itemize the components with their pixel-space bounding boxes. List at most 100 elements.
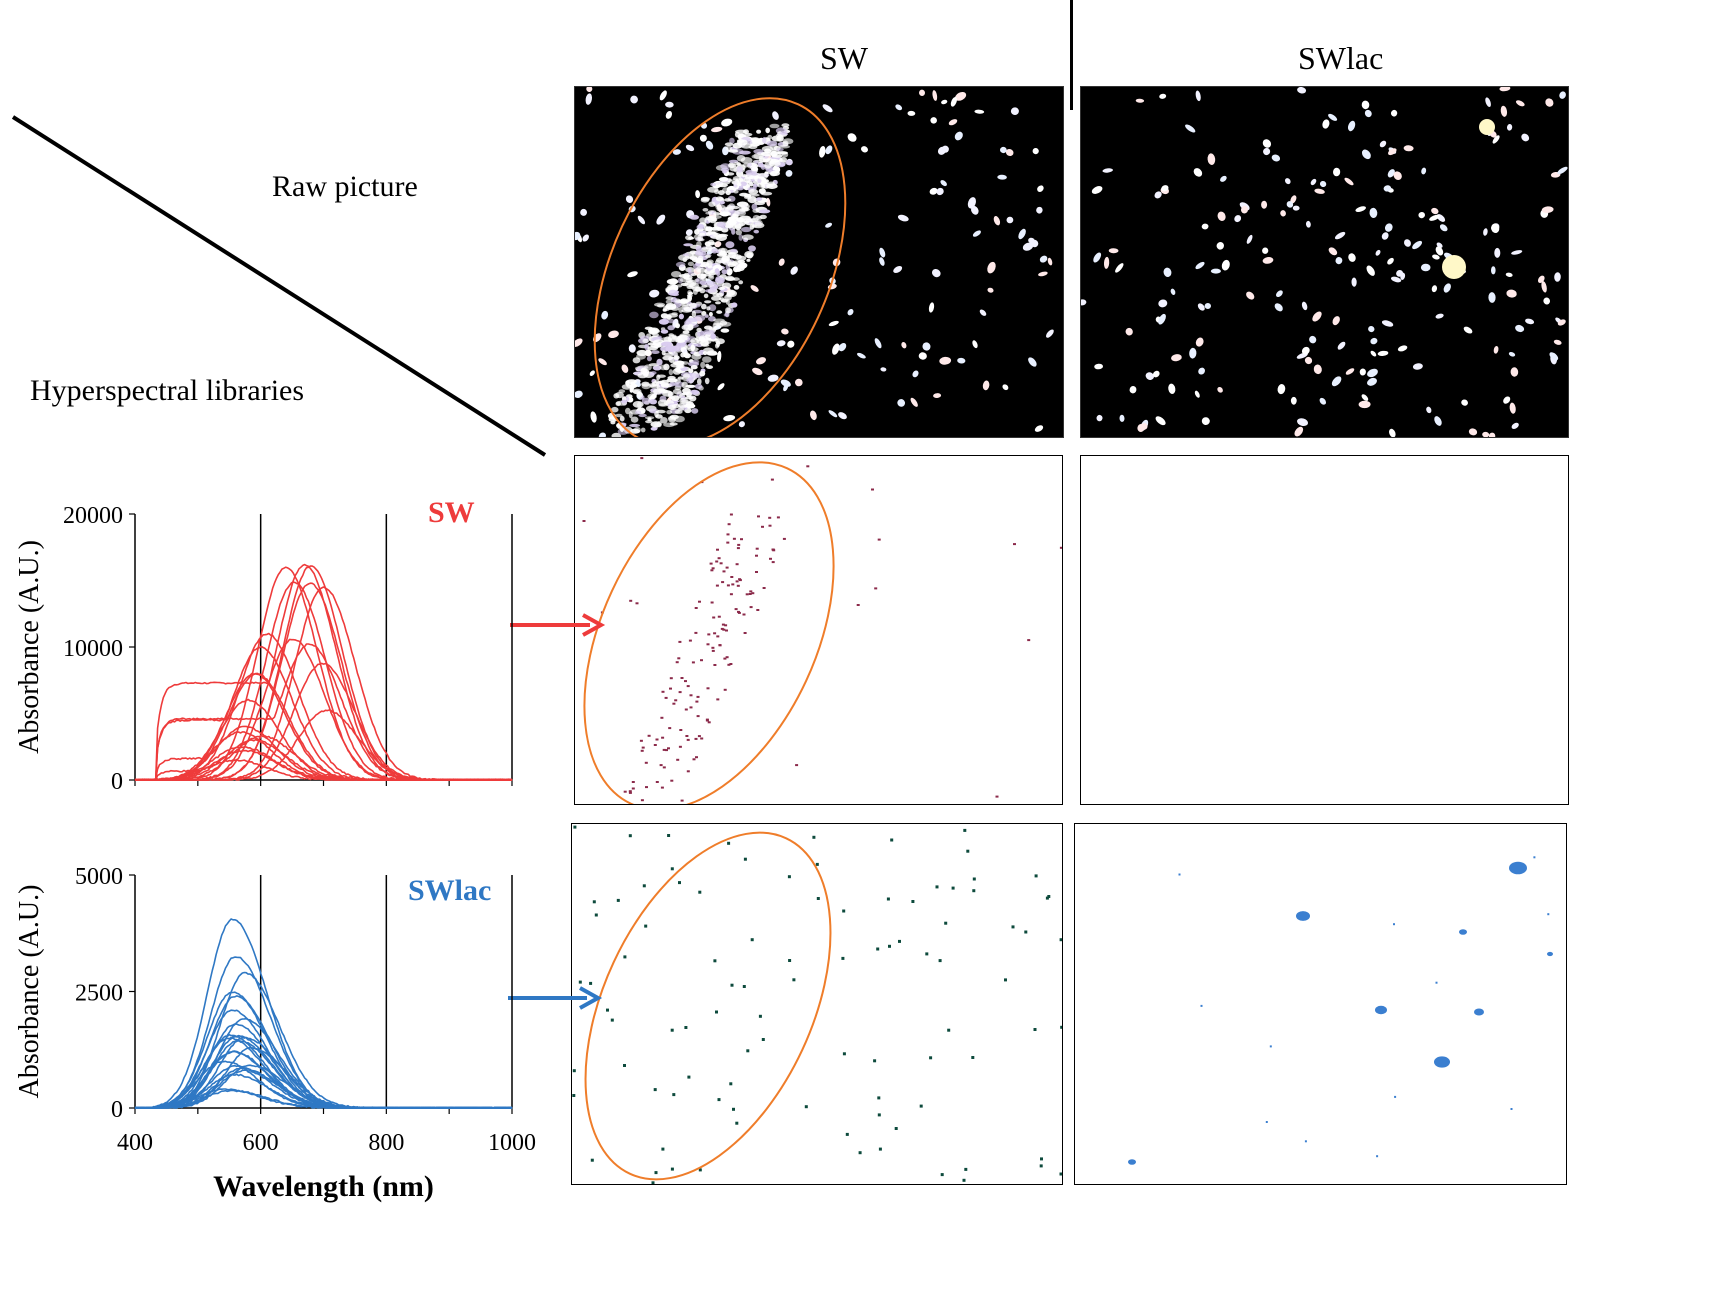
- particle: [1509, 402, 1516, 414]
- particle-cluster: [730, 248, 738, 253]
- particle-cluster: [739, 150, 751, 155]
- particle: [1432, 254, 1440, 260]
- particle-cluster: [705, 363, 710, 368]
- particle: [1515, 324, 1525, 333]
- particle-cluster: [704, 280, 716, 286]
- particle: [1263, 147, 1271, 156]
- particle-cluster: [665, 305, 677, 310]
- particle-cluster: [738, 234, 744, 241]
- classified-pixel: [691, 661, 695, 664]
- classified-pixel: [727, 663, 731, 666]
- particle-cluster: [684, 280, 695, 288]
- classified-pixel: [782, 537, 786, 540]
- particle: [776, 340, 786, 347]
- particle: [1276, 290, 1283, 298]
- classified-pixel: [816, 897, 820, 900]
- particle: [1155, 416, 1166, 426]
- particle-cluster: [613, 393, 620, 399]
- particle: [936, 187, 944, 196]
- particle-cluster: [724, 198, 732, 202]
- particle-cluster: [669, 422, 678, 426]
- particle-cluster: [751, 154, 763, 159]
- particle-cluster: [667, 313, 678, 318]
- particle: [1361, 100, 1370, 110]
- particle-cluster: [781, 123, 790, 128]
- particle-cluster: [650, 421, 662, 428]
- particle-cluster: [666, 278, 679, 285]
- particle: [941, 99, 948, 105]
- particle-cluster: [716, 310, 723, 314]
- particle-cluster: [645, 420, 653, 424]
- particle-cluster: [689, 395, 697, 402]
- classified-pixel: [925, 952, 929, 956]
- particle: [1262, 247, 1269, 254]
- classified-pixel: [1004, 978, 1007, 982]
- classified-pixel: [655, 738, 659, 741]
- particle: [819, 145, 826, 158]
- classified-pixel: [877, 1096, 881, 1100]
- classified-pixel: [711, 567, 715, 570]
- particle-cluster: [785, 159, 793, 166]
- particle: [1163, 267, 1172, 277]
- classified-pixel: [740, 538, 743, 541]
- classified-pixel: [1269, 1045, 1272, 1048]
- particle-cluster: [619, 415, 625, 422]
- classified-pixel: [594, 913, 598, 917]
- particle-cluster: [749, 175, 758, 180]
- particle-cluster: [780, 131, 788, 135]
- classified-pixel: [856, 604, 860, 606]
- particle: [1093, 252, 1102, 263]
- particle: [1047, 257, 1053, 266]
- classified-pixel: [696, 715, 700, 718]
- classified-pixel: [762, 587, 766, 589]
- classified-pixel: [641, 746, 645, 749]
- header-divider: [1070, 0, 1073, 110]
- spectrum-line: [134, 991, 512, 1109]
- particle-cluster: [683, 373, 690, 379]
- particle: [1381, 232, 1389, 240]
- classified-pixel: [1533, 856, 1536, 859]
- classified-pixel: [606, 1008, 609, 1012]
- particle-cluster: [640, 427, 646, 433]
- particle: [1193, 168, 1203, 177]
- classified-pixel: [749, 606, 753, 609]
- classified-pixel: [769, 557, 772, 560]
- particle-cluster: [741, 234, 754, 240]
- particle: [893, 265, 903, 274]
- classified-pixel: [719, 562, 723, 565]
- particle-cluster: [651, 350, 660, 354]
- particle-cluster: [740, 181, 747, 186]
- particle: [879, 257, 885, 266]
- particle: [880, 367, 887, 372]
- classified-pixel: [730, 576, 734, 578]
- classified-pixel: [653, 744, 657, 746]
- particle: [1305, 220, 1311, 228]
- particle: [1545, 98, 1554, 107]
- particle-cluster: [704, 377, 710, 385]
- particle: [1091, 186, 1103, 194]
- particle-cluster: [746, 258, 751, 262]
- particle: [1361, 394, 1369, 401]
- particle-cluster: [718, 286, 726, 290]
- particle: [1367, 368, 1378, 378]
- spectrum-line: [135, 918, 513, 1109]
- particle-cluster: [729, 137, 735, 144]
- particle-cluster: [731, 260, 744, 267]
- sw-library-map-sw: [574, 455, 1063, 805]
- particle: [895, 104, 903, 111]
- particle: [1246, 291, 1255, 300]
- particle: [1506, 124, 1513, 131]
- particle: [1381, 320, 1394, 327]
- particle: [794, 378, 803, 387]
- particle: [1319, 397, 1327, 405]
- classified-pixel: [746, 1049, 750, 1053]
- classified-pixel: [971, 1056, 975, 1059]
- particle-cluster: [662, 318, 669, 322]
- particle-cluster: [706, 260, 713, 268]
- particle: [1312, 311, 1322, 322]
- particle-cluster: [754, 201, 765, 206]
- particle-cluster: [685, 391, 693, 397]
- particle: [1314, 188, 1325, 194]
- particle: [598, 432, 606, 437]
- classified-pixel: [698, 600, 701, 603]
